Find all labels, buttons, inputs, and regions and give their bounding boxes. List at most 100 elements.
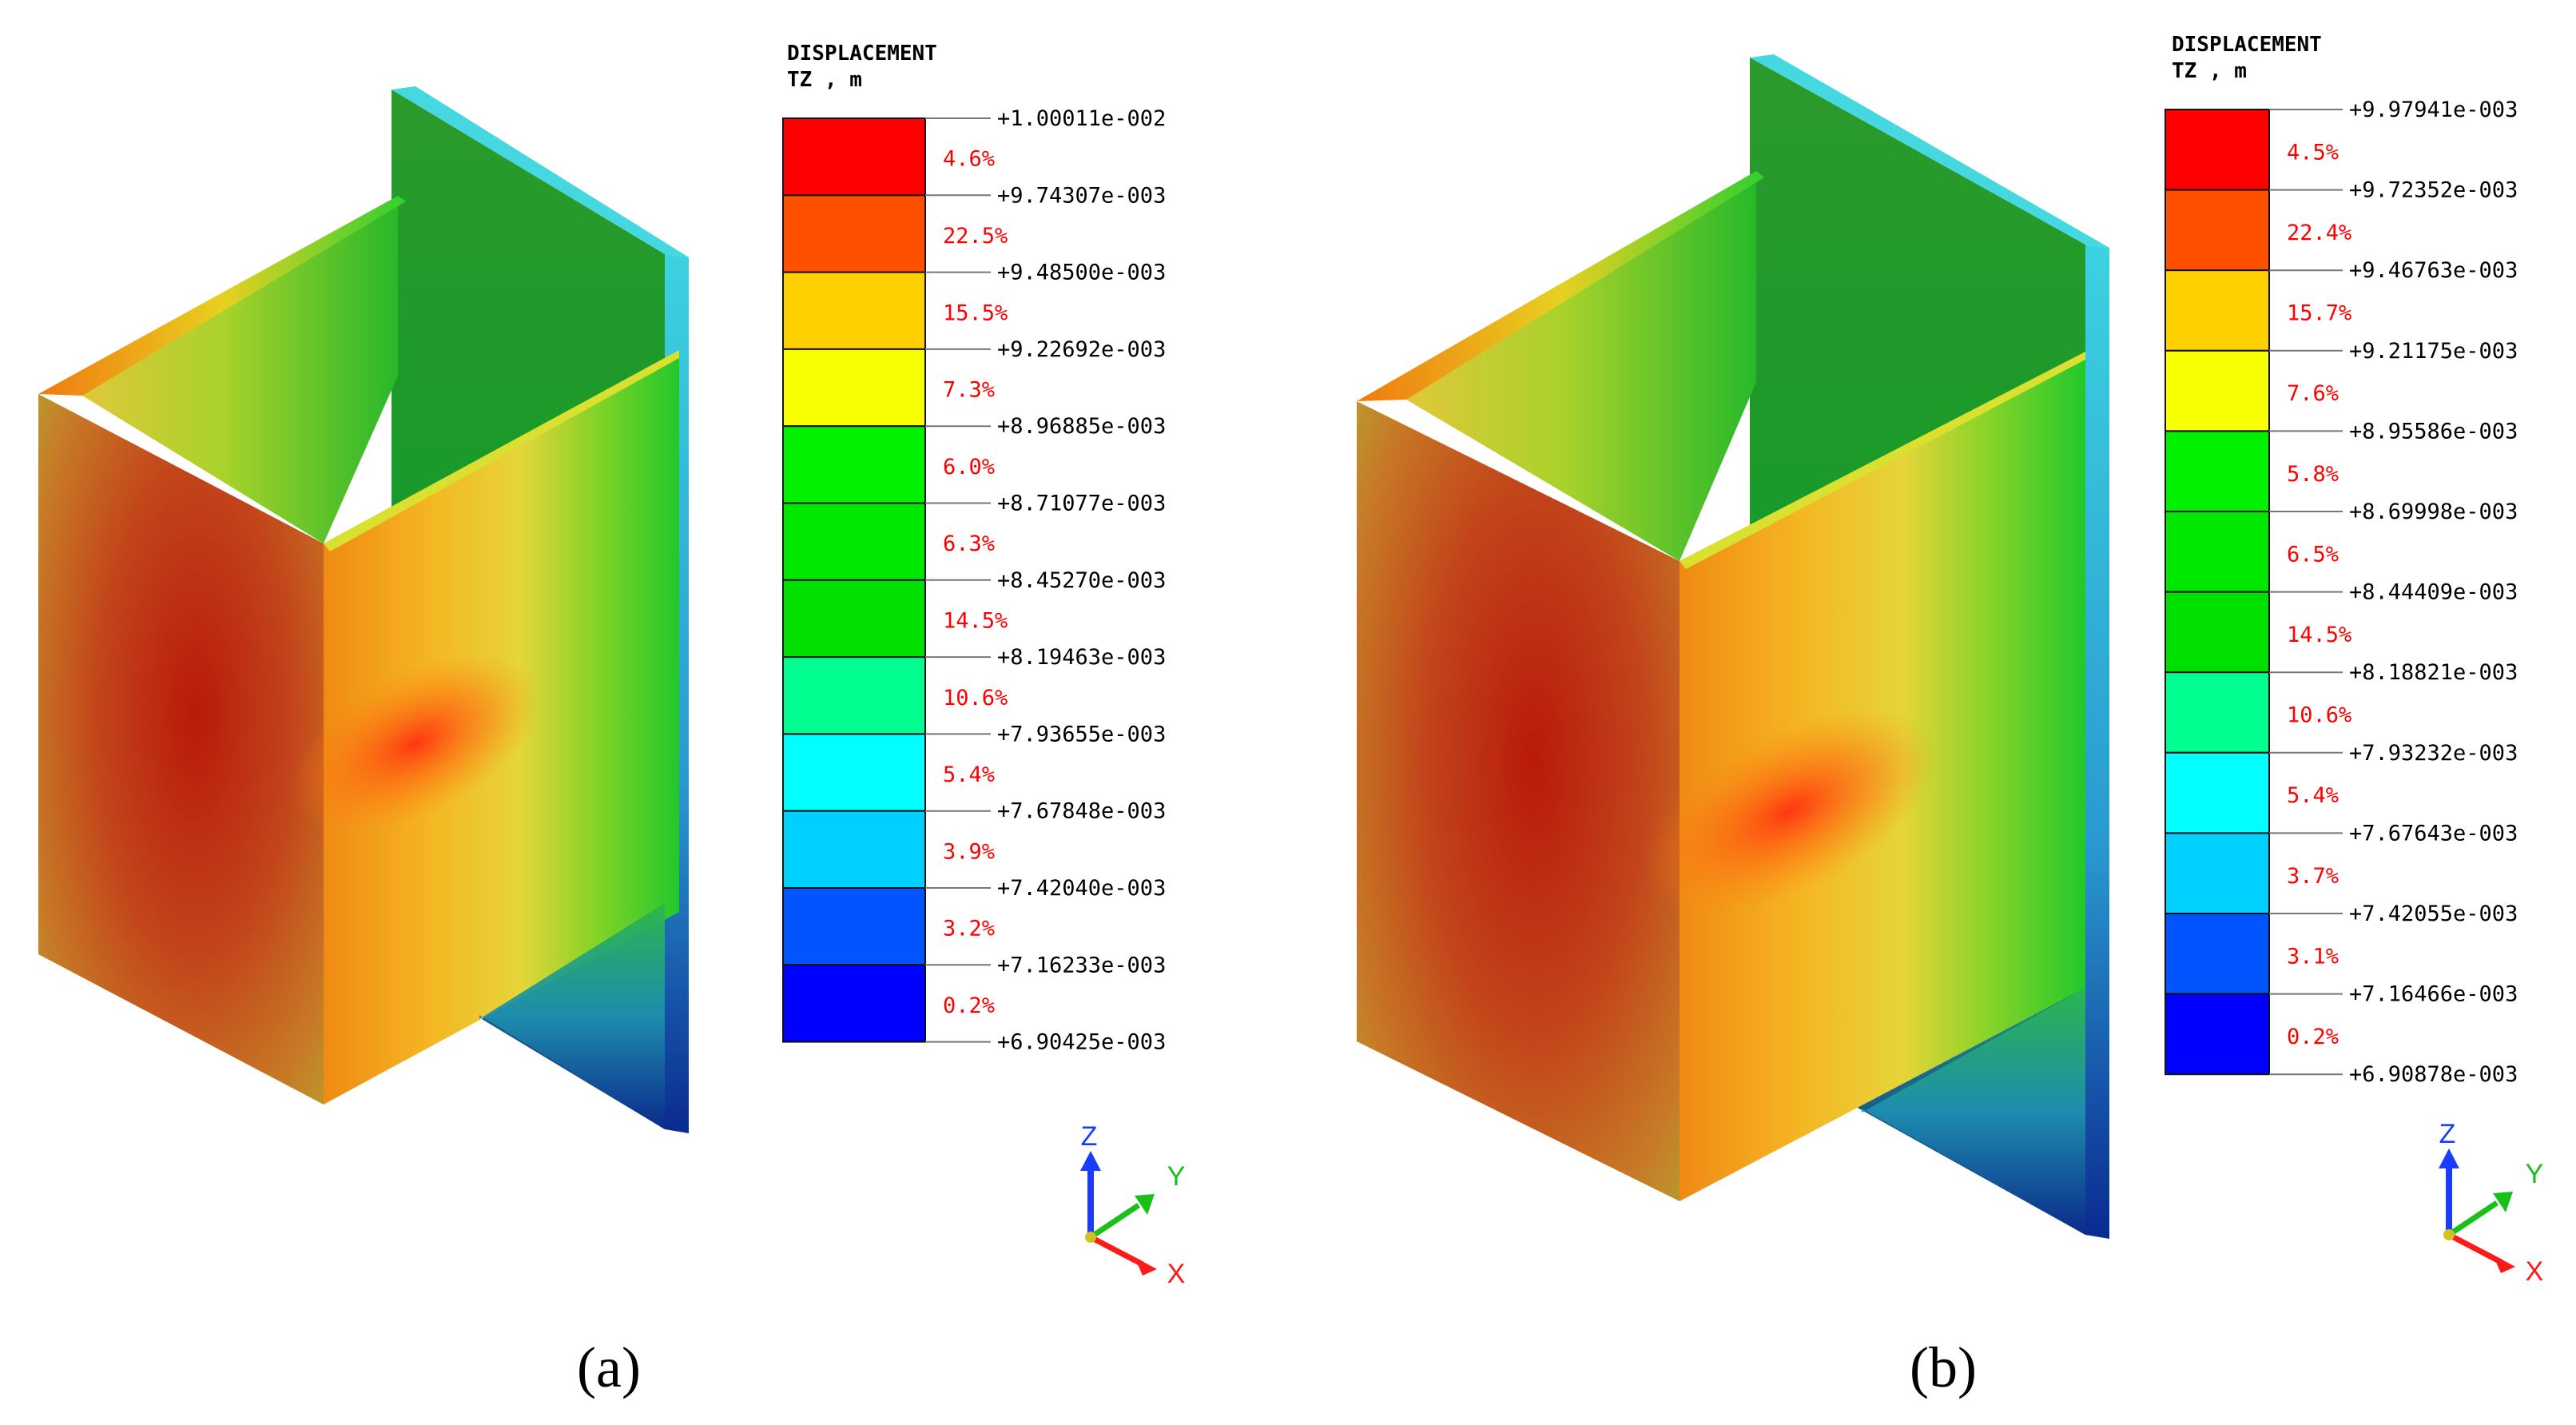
legend-percent: 3.9% [943, 839, 995, 864]
legend-a: DISPLACEMENT TZ , m 4.6% 22.5% 15.5% 7.3% 6.… [782, 42, 1166, 1055]
legend-value: +7.42055e-003 [2349, 902, 2518, 926]
legend-unit: TZ , m [787, 68, 862, 92]
rim-front [324, 350, 679, 551]
inner-wall [1406, 171, 1756, 561]
legend-percent: 0.2% [943, 993, 995, 1018]
legend-swatch [2165, 511, 2270, 593]
legend-swatch [782, 502, 926, 581]
legend-percent: 15.7% [2287, 301, 2351, 326]
legend-percent: 3.7% [2287, 864, 2339, 889]
back-plate-top [1750, 54, 2109, 248]
legend-title: DISPLACEMENT [787, 42, 937, 66]
panel-b: DISPLACEMENT TZ , m 4.5% 22.4% 15.7% 7.6% 5.… [1357, 33, 2543, 1399]
legend-swatch [782, 579, 926, 659]
panel-a: DISPLACEMENT TZ , m 4.6% 22.5% 15.5% 7.3% 6.… [38, 42, 1185, 1399]
legend-value: +7.16233e-003 [997, 953, 1166, 977]
legend-value: +7.16466e-003 [2349, 982, 2518, 1007]
legend-percent: 5.4% [2287, 783, 2339, 808]
legend-percent: 6.0% [943, 455, 995, 480]
left-face [38, 394, 324, 1105]
legend-value: +8.69998e-003 [2349, 500, 2518, 524]
legend-value: +6.90425e-003 [997, 1030, 1166, 1055]
rim-top [1357, 171, 1764, 401]
legend-percent: 7.3% [943, 378, 995, 403]
legend-value: +7.67643e-003 [2349, 821, 2518, 846]
legend-percent: 22.5% [943, 224, 1008, 249]
legend-percent: 3.1% [2287, 944, 2339, 969]
legend-swatch [2165, 751, 2270, 834]
legend-percent: 6.5% [2287, 542, 2339, 567]
axis-triad-a: Z Y X [1080, 1121, 1185, 1289]
legend-swatch [2165, 430, 2270, 513]
legend-swatch [782, 348, 926, 428]
axis-z-label: Z [1081, 1121, 1098, 1152]
legend-value: +7.93232e-003 [2349, 741, 2518, 766]
inner-wall [82, 196, 398, 543]
legend-percent: 3.2% [943, 917, 995, 941]
left-face [1357, 401, 1680, 1201]
legend-percent: 14.5% [2287, 623, 2351, 647]
legend-value: +7.42040e-003 [997, 876, 1166, 901]
legend-swatch [2165, 349, 2270, 432]
legend-swatch [782, 194, 926, 273]
legend-value: +8.19463e-003 [997, 645, 1166, 670]
axis-y-label: Y [1167, 1161, 1186, 1192]
legend-swatch [782, 117, 926, 197]
legend-percent: 22.4% [2287, 221, 2351, 245]
legend-value: +9.74307e-003 [997, 183, 1166, 208]
hot-spot [291, 653, 540, 834]
legend-swatch [2165, 269, 2270, 352]
panel-caption: (b) [1910, 1335, 1977, 1399]
fin-lower [1862, 988, 2085, 1235]
legend-swatch [782, 887, 926, 966]
legend-swatch [782, 271, 926, 350]
axis-x-label: X [1167, 1259, 1186, 1289]
legend-percent: 4.6% [943, 147, 995, 172]
legend-value: +9.46763e-003 [2349, 258, 2518, 283]
model-a [38, 86, 689, 1133]
legend-value: +6.90878e-003 [2349, 1062, 2518, 1087]
legend-value: +9.22692e-003 [997, 337, 1166, 362]
legend-value: +8.18821e-003 [2349, 660, 2518, 685]
legend-percent: 14.5% [943, 609, 1008, 634]
legend-percent: 6.3% [943, 531, 995, 556]
legend-value: +8.45270e-003 [997, 568, 1166, 593]
legend-swatch [2165, 591, 2270, 674]
legend-swatch [2165, 109, 2270, 191]
legend-value: +8.95586e-003 [2349, 419, 2518, 444]
model-b [1357, 54, 2109, 1239]
legend-value: +9.21175e-003 [2349, 339, 2518, 364]
back-plate-edge [2085, 245, 2109, 1239]
legend-value: +8.96885e-003 [997, 414, 1166, 439]
legend-swatch [2165, 913, 2270, 995]
legend-value: +9.48500e-003 [997, 261, 1166, 285]
legend-percent: 5.8% [2287, 462, 2339, 487]
legend-b: DISPLACEMENT TZ , m 4.5% 22.4% 15.7% 7.6% 5.… [2165, 33, 2518, 1087]
legend-percent: 4.5% [2287, 140, 2339, 165]
axis-z-label: Z [2439, 1119, 2456, 1149]
legend-value: +8.71077e-003 [997, 492, 1166, 516]
legend-value: +1.00011e-002 [997, 106, 1166, 131]
legend-value: +9.97941e-003 [2349, 98, 2518, 122]
legend-swatch [782, 964, 926, 1043]
fin-lower [479, 903, 665, 1129]
legend-title: DISPLACEMENT [2172, 33, 2322, 57]
legend-swatch [782, 810, 926, 890]
panel-caption: (a) [577, 1335, 641, 1399]
legend-swatch [782, 656, 926, 735]
legend-unit: TZ , m [2172, 59, 2247, 83]
legend-swatch [2165, 832, 2270, 915]
legend-swatch [782, 733, 926, 812]
legend-swatch [2165, 671, 2270, 754]
axis-triad-b: Z Y X [2439, 1119, 2543, 1287]
legend-value: +8.44409e-003 [2349, 580, 2518, 605]
axis-x-label: X [2526, 1256, 2544, 1287]
legend-swatch [782, 425, 926, 504]
legend-value: +9.72352e-003 [2349, 178, 2518, 203]
legend-percent: 5.4% [943, 762, 995, 787]
hot-spot [1644, 708, 1936, 914]
legend-swatch [2165, 189, 2270, 272]
legend-value: +7.93655e-003 [997, 722, 1166, 746]
legend-percent: 0.2% [2287, 1025, 2339, 1049]
